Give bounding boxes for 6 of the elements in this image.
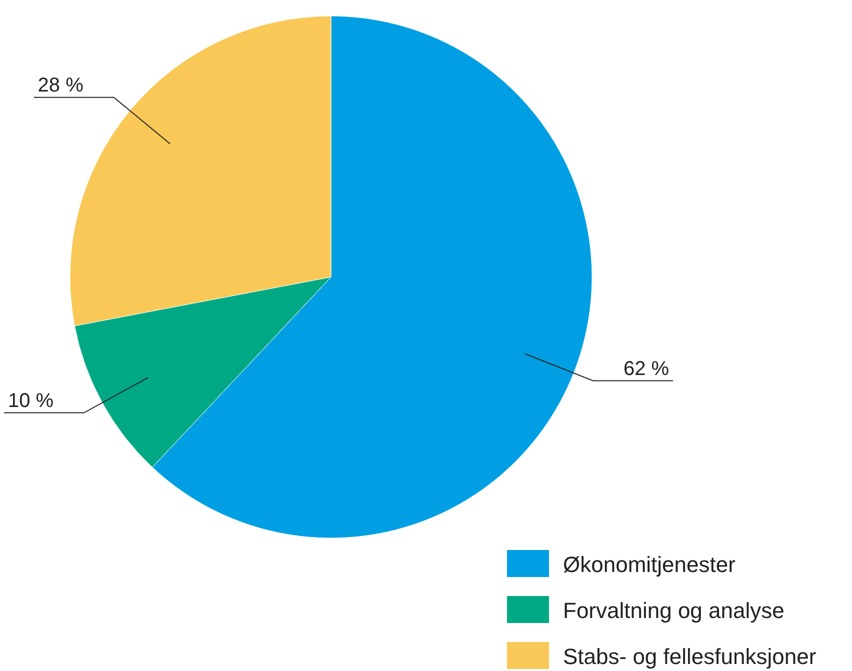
data-label: 62 % <box>623 358 670 380</box>
legend-label: Økonomitjenester <box>563 552 736 577</box>
data-label: 28 % <box>38 74 84 96</box>
legend-label: Forvaltning og analyse <box>563 598 784 623</box>
data-label: 10 % <box>8 390 54 412</box>
legend-label: Stabs- og fellesfunksjoner <box>563 644 816 669</box>
